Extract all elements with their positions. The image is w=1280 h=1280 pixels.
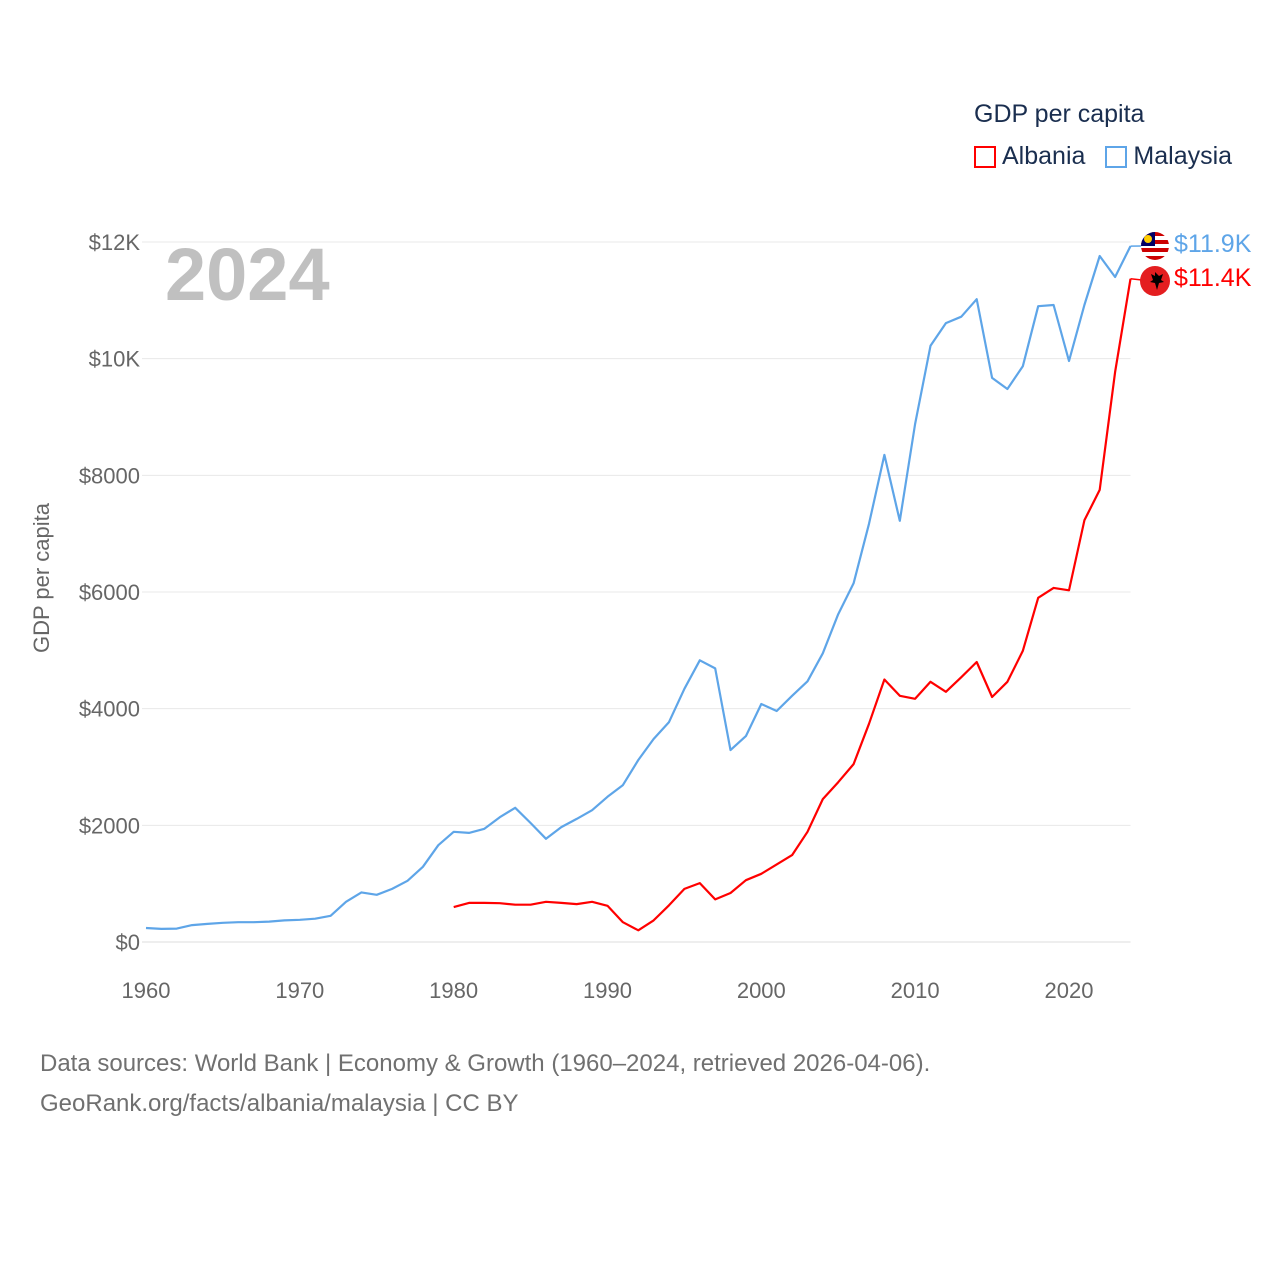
y-tick-label: $6000 [79,580,140,605]
year-watermark: 2024 [165,233,330,316]
end-label-albania: $11.4K [1174,264,1252,292]
footer-sources: Data sources: World Bank | Economy & Gro… [40,1050,931,1077]
x-tick-label: 1980 [429,978,478,1003]
legend-item-albania[interactable]: Albania [974,142,1085,171]
legend-title: GDP per capita [974,100,1145,128]
malaysia-flag-crescent [1144,235,1152,243]
x-tick-label: 2000 [737,978,786,1003]
series-line-albania [453,278,1132,932]
footer: Data sources: World Bank | Economy & Gro… [40,1044,930,1124]
series-line-malaysia [145,245,1132,931]
y-tick-label: $4000 [79,697,140,722]
x-tick-label: 1960 [122,978,171,1003]
footer-credit[interactable]: GeoRank.org/facts/albania/malaysia | CC … [40,1090,519,1117]
y-tick-label: $12K [89,230,141,255]
albania-flag-eagle [1150,272,1164,290]
x-tick-label: 1970 [275,978,324,1003]
x-tick-label: 2010 [891,978,940,1003]
legend: Albania Malaysia [974,142,1232,171]
legend-label-albania: Albania [1002,142,1086,170]
y-tick-label: $10K [89,347,141,372]
y-tick-label: $0 [116,930,140,955]
malaysia-flag-stripe [1141,248,1169,252]
legend-item-malaysia[interactable]: Malaysia [1105,142,1232,171]
legend-swatch-malaysia [1105,145,1128,168]
y-tick-label: $8000 [79,463,140,488]
x-tick-label: 2020 [1044,978,1093,1003]
malaysia-flag-stripe [1141,256,1169,260]
legend-label-malaysia: Malaysia [1133,142,1233,170]
end-label-malaysia: $11.9K [1174,230,1252,258]
y-axis-label: GDP per capita [29,502,54,654]
x-tick-label: 1990 [583,978,632,1003]
y-tick-label: $2000 [79,813,140,838]
legend-swatch-albania [974,145,996,168]
